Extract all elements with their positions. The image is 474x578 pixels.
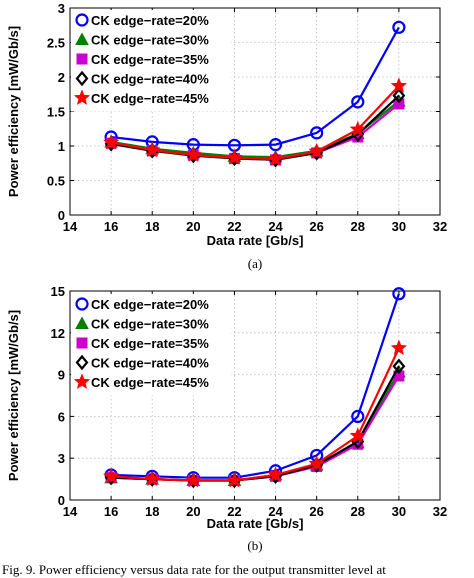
x-tick-label: 20	[186, 504, 200, 519]
legend-marker-square	[76, 337, 88, 349]
x-tick-label: 14	[63, 504, 78, 519]
axes-frame	[69, 290, 441, 501]
data-point-star	[349, 120, 367, 137]
legend-marker-star	[73, 89, 91, 106]
legend-label: CK edge−rate=35%	[91, 52, 209, 67]
data-point-circle	[351, 95, 365, 109]
legend-label: CK edge−rate=40%	[91, 72, 209, 87]
legend: CK edge−rate=20% CK edge−rate=30% CK edge−…	[71, 294, 231, 396]
data-point-star	[185, 146, 202, 162]
subfigure-label: (a)	[248, 256, 262, 271]
legend-label: CK edge−rate=45%	[91, 91, 209, 106]
x-tick-label: 28	[351, 219, 365, 234]
y-axis-label: Power efficiency [mW/Gb/s]	[6, 26, 21, 197]
y-tick-label: 15	[51, 284, 65, 299]
y-tick-label: 0	[58, 493, 65, 508]
series-star	[102, 77, 408, 167]
data-point-star	[390, 77, 408, 93]
legend-marker-circle	[75, 13, 89, 27]
chart-a: 14 16 18 20 22 24 26 28 30 32 0 0.5 1 1.5 2 2.5 3 Data ra…	[6, 1, 447, 271]
data-point-circle	[392, 287, 406, 301]
data-point-circle	[310, 126, 324, 140]
y-tick-label: 2.5	[47, 36, 65, 51]
legend-label: CK edge−rate=20%	[91, 297, 209, 312]
legend-marker-square	[76, 53, 88, 65]
y-tick-label: 3	[58, 1, 65, 16]
data-point-star	[185, 471, 202, 488]
data-point-circle	[392, 20, 406, 34]
data-point-star	[308, 142, 325, 159]
data-point-star	[267, 466, 284, 482]
x-tick-label: 32	[433, 504, 447, 519]
legend-marker-triangle	[75, 32, 89, 45]
data-point-star	[390, 339, 408, 356]
legend-label: CK edge−rate=30%	[91, 317, 209, 332]
legend: CK edge−rate=20% CK edge−rate=30% CK edge−…	[71, 10, 231, 112]
x-tick-label: 30	[392, 504, 406, 519]
x-tick-label: 24	[268, 504, 283, 519]
y-tick-label: 3	[58, 451, 65, 466]
x-tick-label: 22	[227, 504, 241, 519]
y-tick-label: 1.5	[47, 105, 65, 120]
x-tick-label: 30	[392, 219, 406, 234]
y-tick-label: 1	[58, 139, 65, 154]
chart-b: 14 16 18 20 22 24 26 28 30 32 0 3 6 9 12 15 Data rate [G…	[6, 284, 447, 553]
data-point-star	[349, 427, 367, 443]
legend-marker-triangle	[75, 316, 89, 329]
data-point-star	[267, 150, 284, 167]
x-tick-label: 14	[63, 219, 78, 234]
x-axis-label: Data rate [Gb/s]	[207, 233, 304, 248]
data-point-star	[226, 149, 243, 165]
x-axis-label: Data rate [Gb/s]	[207, 516, 304, 531]
x-tick-label: 22	[227, 219, 241, 234]
x-tick-label: 20	[186, 219, 200, 234]
y-tick-label: 2	[58, 70, 65, 85]
data-point-diamond	[392, 358, 406, 374]
y-tick-label: 6	[58, 409, 65, 424]
legend-label: CK edge−rate=40%	[91, 356, 209, 371]
legend-label: CK edge−rate=30%	[91, 33, 209, 48]
legend-marker-diamond	[75, 70, 89, 87]
x-tick-label: 18	[145, 504, 159, 519]
series-circle	[104, 20, 406, 152]
series-line	[111, 347, 400, 482]
legend-label: CK edge−rate=35%	[91, 336, 209, 351]
y-axis-label: Power efficiency [mW/Gb/s]	[6, 310, 21, 481]
legend-marker-circle	[75, 297, 89, 311]
y-tick-label: 9	[58, 368, 65, 383]
y-tick-label: 12	[51, 326, 65, 341]
data-point-circle	[351, 409, 365, 423]
legend-label: CK edge−rate=20%	[91, 13, 209, 28]
x-tick-label: 32	[433, 219, 447, 234]
x-tick-label: 18	[145, 219, 159, 234]
legend-box	[71, 294, 231, 396]
x-tick-label: 24	[268, 219, 283, 234]
y-tick-label: 0	[58, 208, 65, 223]
series-line	[110, 85, 400, 161]
x-tick-label: 26	[309, 219, 323, 234]
x-tick-label: 28	[351, 504, 365, 519]
legend-box	[71, 10, 231, 112]
legend-label: CK edge−rate=45%	[91, 375, 209, 390]
subfigure-label: (b)	[247, 538, 262, 553]
data-point-star	[226, 471, 243, 488]
y-tick-label: 0.5	[47, 174, 65, 189]
data-point-star	[308, 455, 325, 471]
series-star	[102, 339, 408, 488]
x-tick-label: 16	[104, 504, 118, 519]
data-point-star	[102, 133, 120, 150]
legend-marker-star	[73, 373, 91, 390]
data-point-star	[102, 467, 120, 484]
x-tick-label: 26	[309, 504, 323, 519]
data-point-star	[143, 141, 161, 158]
data-point-diamond	[392, 87, 406, 104]
legend-marker-diamond	[75, 354, 89, 371]
figure-caption: Fig. 9. Power efficiency versus data rat…	[2, 562, 386, 577]
data-point-star	[143, 470, 161, 487]
x-tick-label: 16	[104, 219, 118, 234]
data-point-square	[393, 98, 405, 110]
series-line	[110, 26, 400, 147]
